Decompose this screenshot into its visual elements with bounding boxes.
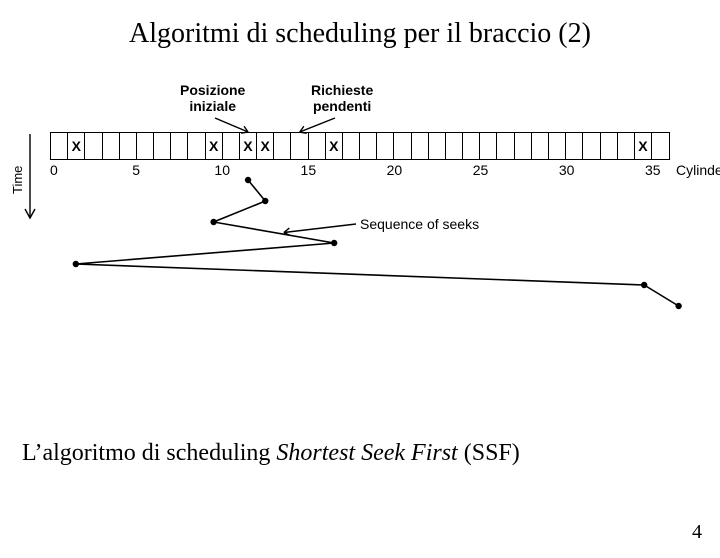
chart-container: Posizione iniziale Richieste pendenti XX… — [50, 82, 670, 330]
tick-label: 15 — [301, 162, 317, 178]
tick-labels-row: Cylinder 05101520253035 — [50, 160, 670, 180]
cylinder-cell — [154, 133, 171, 159]
cylinder-cell — [343, 133, 360, 159]
seek-point — [331, 240, 337, 246]
cylinder-cell — [103, 133, 120, 159]
cylinder-cell — [188, 133, 205, 159]
cylinder-cell — [652, 133, 669, 159]
cylinder-cell — [618, 133, 635, 159]
cylinder-cell — [463, 133, 480, 159]
tick-label: 0 — [50, 162, 58, 178]
time-axis-label: Time — [10, 166, 25, 194]
seek-point — [675, 303, 681, 309]
tick-label: 35 — [645, 162, 661, 178]
seek-point — [641, 282, 647, 288]
cylinder-cell — [429, 133, 446, 159]
cylinder-cell — [120, 133, 137, 159]
caption-suffix: (SSF) — [458, 440, 520, 466]
annotation-row: Posizione iniziale Richieste pendenti — [50, 82, 670, 132]
cylinder-track: XXXXXX — [50, 132, 670, 160]
cylinder-cell — [480, 133, 497, 159]
cylinder-cell: X — [240, 133, 257, 159]
caption-italic: Shortest Seek First — [276, 440, 457, 466]
page-title: Algoritmi di scheduling per il braccio (… — [0, 18, 720, 50]
cylinder-cell — [497, 133, 514, 159]
cylinder-cell: X — [635, 133, 652, 159]
tick-label: 25 — [473, 162, 489, 178]
cylinder-cell — [223, 133, 240, 159]
sequence-of-seeks-label: Sequence of seeks — [360, 216, 479, 232]
seek-point — [73, 261, 79, 267]
cylinder-cell — [171, 133, 188, 159]
cylinder-cell: X — [257, 133, 274, 159]
seek-point — [210, 219, 216, 225]
cylinder-cell — [377, 133, 394, 159]
tick-label: 5 — [132, 162, 140, 178]
cylinder-cell — [549, 133, 566, 159]
cylinder-cell — [412, 133, 429, 159]
cylinder-cell — [309, 133, 326, 159]
page-number: 4 — [692, 521, 702, 544]
cylinder-cell — [137, 133, 154, 159]
cylinder-cell: X — [68, 133, 85, 159]
cylinder-cell — [515, 133, 532, 159]
cylinder-axis-label: Cylinder — [676, 162, 720, 178]
caption-prefix: L’algoritmo di scheduling — [22, 440, 276, 466]
cylinder-cell — [394, 133, 411, 159]
seek-point — [262, 198, 268, 204]
tick-label: 20 — [387, 162, 403, 178]
cylinder-cell — [360, 133, 377, 159]
seek-point — [245, 177, 251, 183]
cylinder-cell: X — [326, 133, 343, 159]
tick-label: 10 — [214, 162, 230, 178]
cylinder-cell — [51, 133, 68, 159]
cylinder-cell — [601, 133, 618, 159]
cylinder-cell — [446, 133, 463, 159]
seek-plot-area: Time Sequence of seeks — [50, 180, 670, 330]
cylinder-cell — [532, 133, 549, 159]
cylinder-cell — [566, 133, 583, 159]
cylinder-cell — [291, 133, 308, 159]
cylinder-cell — [274, 133, 291, 159]
cylinder-cell: X — [206, 133, 223, 159]
seek-path-svg — [50, 180, 690, 330]
cylinder-cell — [85, 133, 102, 159]
cylinder-cell — [583, 133, 600, 159]
tick-label: 30 — [559, 162, 575, 178]
caption: L’algoritmo di scheduling Shortest Seek … — [22, 440, 720, 467]
